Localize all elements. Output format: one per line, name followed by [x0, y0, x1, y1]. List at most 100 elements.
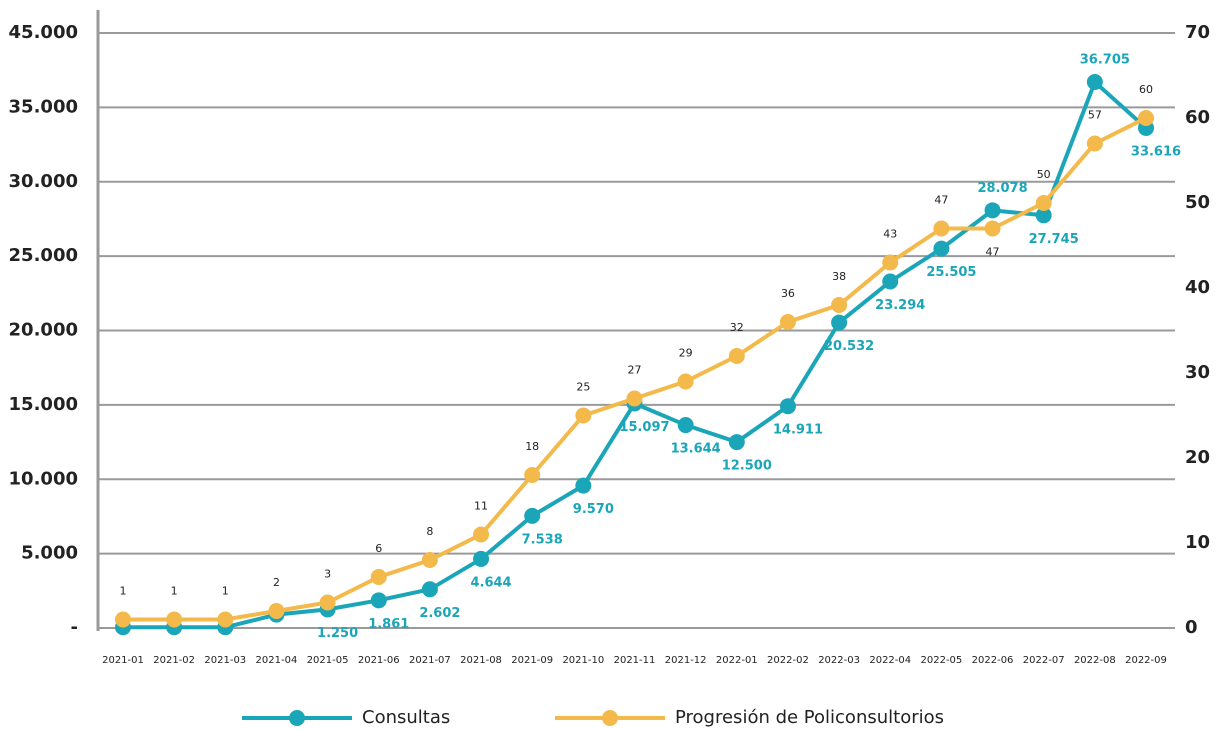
x-tick-label: 2022-02 [767, 655, 809, 666]
series-point [1035, 207, 1052, 224]
x-tick-label: 2021-12 [665, 655, 707, 666]
data-label: 20.532 [824, 339, 874, 354]
series-point [524, 467, 541, 483]
data-label: 18 [525, 440, 539, 453]
data-label: 43 [883, 228, 897, 241]
y2-tick-label: 30 [1185, 362, 1210, 383]
data-label: 13.644 [671, 442, 721, 457]
data-label: 1.861 [368, 617, 409, 632]
data-label: 7.538 [522, 532, 563, 547]
series-point [370, 569, 387, 585]
series-point [728, 434, 745, 451]
x-tick-label: 2021-08 [460, 655, 502, 666]
y-tick-label: 10.000 [9, 468, 78, 489]
x-tick-label: 2022-03 [818, 655, 860, 666]
y-tick-label: 35.000 [9, 96, 78, 117]
data-label: 27.745 [1029, 232, 1079, 247]
y-tick-label: - [71, 617, 78, 638]
y2-tick-label: 50 [1185, 192, 1210, 213]
x-tick-label: 2022-07 [1023, 655, 1065, 666]
data-label: 47 [934, 194, 948, 207]
x-tick-label: 2021-11 [614, 655, 656, 666]
legend-label: Progresión de Policonsultorios [675, 707, 944, 728]
x-tick-label: 2021-02 [153, 655, 195, 666]
series-point [319, 594, 336, 611]
x-tick-label: 2022-01 [716, 655, 758, 666]
series-point [217, 611, 234, 628]
x-tick-label: 2021-04 [256, 655, 298, 666]
y2-tick-label: 10 [1185, 532, 1210, 553]
legend-marker [602, 710, 618, 726]
series-point [831, 314, 848, 331]
x-tick-label: 2022-05 [921, 655, 963, 666]
series-point [1086, 135, 1103, 152]
data-label: 1 [171, 585, 178, 598]
data-label: 25 [576, 381, 590, 394]
data-label: 60 [1139, 83, 1153, 96]
series-point [933, 220, 950, 237]
series-point [421, 552, 438, 568]
data-label: 29 [679, 347, 693, 360]
data-label: 8 [426, 525, 433, 538]
series-point [575, 407, 592, 424]
data-label: 27 [628, 364, 642, 377]
data-label: 25.505 [926, 265, 976, 280]
y-tick-label: 30.000 [9, 171, 78, 192]
series-point [575, 477, 592, 494]
x-tick-label: 2021-01 [102, 655, 144, 666]
data-label: 1.250 [317, 626, 358, 641]
series-point [166, 611, 183, 628]
y2-tick-label: 40 [1185, 277, 1210, 298]
data-label: 23.294 [875, 298, 925, 313]
y-tick-label: 15.000 [9, 394, 78, 415]
y2-tick-label: 70 [1185, 22, 1210, 43]
series-line [123, 78, 1148, 630]
data-label: 9.570 [573, 502, 614, 517]
data-label: 50 [1037, 168, 1051, 181]
data-label: 32 [730, 321, 744, 334]
series-point [984, 202, 1001, 219]
data-label: 15.097 [619, 420, 669, 435]
data-label: 4.644 [470, 575, 511, 590]
legend-marker [289, 710, 305, 726]
data-label: 6 [375, 542, 382, 555]
data-label: 33.616 [1131, 144, 1181, 159]
series-point [779, 398, 796, 415]
y-tick-label: 25.000 [9, 245, 78, 266]
legend-label: Consultas [362, 707, 450, 728]
x-tick-label: 2022-04 [869, 655, 911, 666]
series-point [882, 254, 899, 271]
x-tick-label: 2021-03 [204, 655, 246, 666]
x-tick-label: 2021-10 [562, 655, 604, 666]
data-label: 12.500 [722, 459, 772, 474]
series-point [831, 297, 848, 313]
series-point [473, 526, 490, 543]
data-label: 2.602 [419, 606, 460, 621]
x-tick-label: 2021-09 [511, 655, 553, 666]
series-point [268, 603, 285, 619]
x-tick-label: 2022-09 [1125, 655, 1167, 666]
series-point [421, 581, 438, 598]
y-tick-label: 5.000 [21, 543, 78, 564]
x-tick-label: 2021-05 [307, 655, 349, 666]
series-point [1035, 195, 1052, 211]
y-tick-label: 20.000 [9, 320, 78, 341]
data-label: 28.078 [977, 181, 1027, 196]
series-point [1138, 110, 1154, 126]
series-point [882, 273, 899, 290]
y-tick-label: 45.000 [9, 22, 78, 43]
data-label: 1 [120, 585, 127, 598]
series-point [677, 417, 694, 434]
data-label: 3 [324, 568, 331, 581]
series-point [1086, 74, 1103, 91]
series-point [626, 390, 643, 407]
data-label: 57 [1088, 109, 1102, 122]
series-point [524, 507, 541, 524]
x-tick-label: 2021-06 [358, 655, 400, 666]
x-tick-label: 2022-08 [1074, 655, 1116, 666]
x-tick-label: 2021-07 [409, 655, 451, 666]
series-point [473, 550, 490, 567]
series-point [728, 348, 745, 364]
series-point [677, 373, 694, 390]
